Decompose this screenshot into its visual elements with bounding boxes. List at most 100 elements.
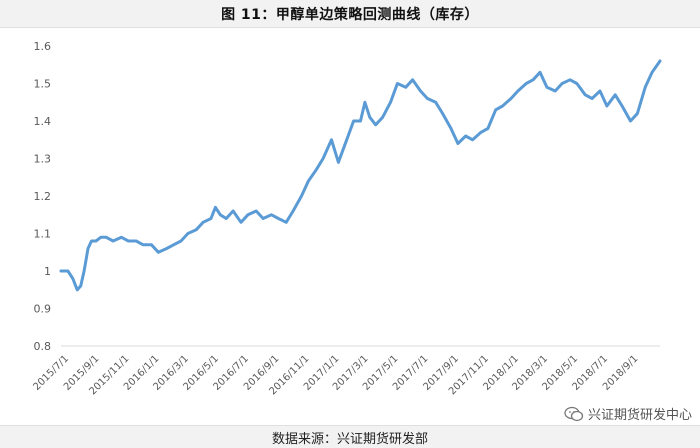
data-point bbox=[419, 89, 422, 93]
data-point bbox=[321, 157, 325, 160]
data-point bbox=[66, 269, 70, 273]
data-point bbox=[363, 101, 367, 104]
data-point bbox=[214, 206, 217, 209]
data-point bbox=[150, 243, 153, 246]
data-source-bar: 数据来源：兴证期货研发部 bbox=[0, 425, 700, 448]
data-point bbox=[471, 138, 474, 141]
data-point bbox=[636, 112, 639, 115]
y-tick-label: 1.1 bbox=[34, 228, 52, 241]
data-point bbox=[658, 59, 662, 63]
data-point bbox=[120, 236, 123, 239]
data-point bbox=[59, 269, 63, 273]
data-point bbox=[456, 142, 460, 145]
data-point bbox=[464, 134, 467, 138]
data-point bbox=[644, 86, 647, 89]
y-tick-label: 1.4 bbox=[34, 115, 52, 128]
y-tick-label: 0.8 bbox=[34, 340, 52, 353]
data-point bbox=[590, 97, 594, 100]
data-point bbox=[404, 86, 407, 89]
y-tick-label: 1.6 bbox=[34, 40, 52, 53]
y-tick-label: 0.9 bbox=[34, 303, 52, 316]
data-point bbox=[135, 239, 138, 243]
data-point bbox=[368, 116, 371, 119]
data-point bbox=[82, 269, 86, 273]
line-chart: 0.80.911.11.21.31.41.51.62015/7/12015/9/… bbox=[32, 40, 662, 397]
data-point bbox=[270, 213, 273, 216]
data-point bbox=[509, 97, 513, 100]
data-point bbox=[76, 288, 79, 291]
data-point bbox=[629, 119, 632, 123]
data-point bbox=[560, 82, 564, 85]
data-point bbox=[545, 86, 549, 89]
data-point bbox=[434, 101, 437, 104]
data-point bbox=[71, 277, 75, 280]
data-source-text: 数据来源：兴证期货研发部 bbox=[271, 431, 428, 447]
wechat-icon bbox=[564, 406, 584, 421]
data-point bbox=[285, 221, 288, 224]
data-point bbox=[99, 236, 103, 239]
data-point bbox=[381, 116, 384, 119]
data-point bbox=[575, 82, 579, 85]
data-point bbox=[650, 71, 654, 74]
data-point bbox=[157, 251, 160, 254]
data-point bbox=[479, 131, 483, 134]
data-point bbox=[79, 284, 82, 288]
data-point bbox=[337, 161, 340, 164]
data-point bbox=[568, 78, 572, 81]
series-line bbox=[59, 59, 662, 292]
data-point bbox=[277, 217, 280, 220]
data-point bbox=[525, 82, 528, 85]
data-point bbox=[614, 93, 617, 97]
data-point bbox=[239, 221, 243, 224]
data-point bbox=[449, 127, 453, 130]
data-point bbox=[501, 104, 504, 108]
data-point bbox=[411, 78, 414, 81]
data-point bbox=[105, 236, 108, 239]
data-point bbox=[291, 209, 295, 213]
data-point bbox=[605, 104, 609, 108]
data-point bbox=[554, 89, 557, 93]
data-point bbox=[201, 221, 205, 224]
data-point bbox=[315, 168, 318, 171]
data-point bbox=[94, 239, 98, 243]
data-point bbox=[179, 239, 183, 243]
chart-title-bar: 图 11：甲醇单边策略回测曲线（库存） bbox=[0, 0, 700, 28]
data-point bbox=[219, 213, 222, 216]
data-point bbox=[538, 71, 542, 74]
watermark: 兴证期货研发中心 bbox=[564, 404, 692, 423]
data-point bbox=[584, 93, 587, 97]
data-point bbox=[620, 104, 624, 108]
y-tick-label: 1.5 bbox=[34, 78, 52, 91]
data-point bbox=[374, 123, 377, 127]
data-point bbox=[345, 138, 348, 141]
y-tick-label: 1.3 bbox=[34, 153, 52, 166]
data-point bbox=[426, 97, 429, 100]
data-point bbox=[396, 82, 399, 85]
data-point bbox=[195, 228, 198, 231]
data-point bbox=[598, 89, 602, 93]
data-point bbox=[516, 89, 520, 93]
data-point bbox=[255, 209, 258, 213]
data-point bbox=[172, 243, 175, 246]
data-point bbox=[307, 179, 310, 183]
data-point bbox=[111, 239, 115, 243]
data-point bbox=[261, 217, 265, 220]
data-point bbox=[531, 78, 535, 81]
data-point bbox=[90, 239, 93, 243]
data-point bbox=[225, 217, 228, 220]
data-point bbox=[209, 217, 213, 220]
y-tick-label: 1.2 bbox=[34, 190, 52, 203]
data-point bbox=[141, 243, 145, 246]
data-point bbox=[246, 213, 250, 216]
data-point bbox=[186, 232, 190, 235]
data-point bbox=[231, 209, 235, 213]
data-point bbox=[486, 127, 490, 130]
data-point bbox=[330, 138, 333, 141]
data-point bbox=[86, 247, 90, 250]
data-point bbox=[359, 119, 362, 123]
watermark-text: 兴证期货研发中心 bbox=[587, 408, 692, 423]
data-point bbox=[389, 101, 392, 104]
data-point bbox=[494, 108, 497, 112]
data-point bbox=[441, 112, 444, 115]
data-point bbox=[165, 247, 168, 250]
